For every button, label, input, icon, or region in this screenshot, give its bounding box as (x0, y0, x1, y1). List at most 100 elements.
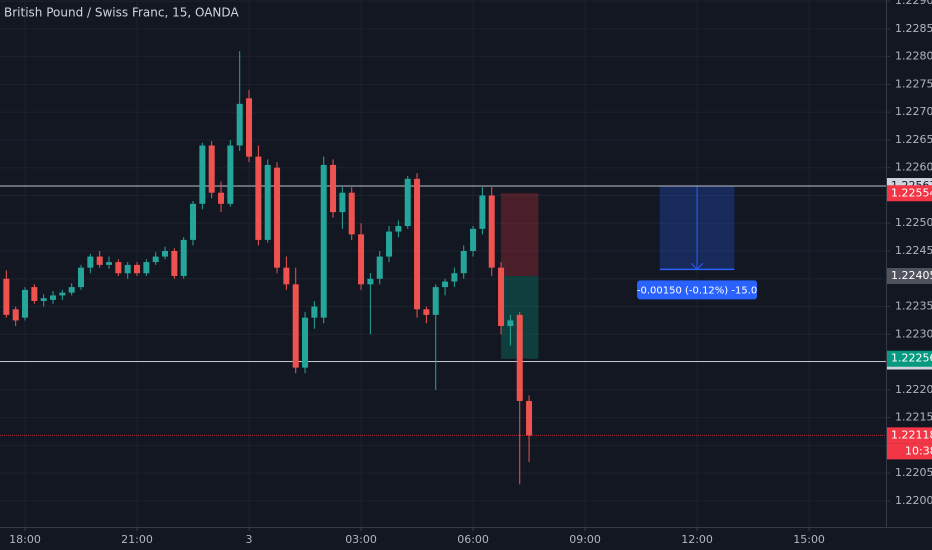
price-tag (887, 267, 932, 284)
candle-body (470, 228, 477, 252)
candle-body (479, 195, 486, 229)
candle-body (292, 284, 299, 368)
candle-body (488, 195, 495, 268)
candle-body (180, 239, 187, 276)
price-tag (887, 185, 932, 202)
candle-body (78, 267, 85, 288)
grid (0, 0, 886, 527)
y-tick-label: 1.22900 (895, 0, 932, 7)
candle-body (311, 306, 318, 318)
y-tick-label: 1.22300 (895, 327, 932, 340)
candle-body (115, 262, 122, 274)
candle-body (339, 192, 346, 213)
position-stop-zone (501, 193, 539, 276)
candle-body (40, 298, 47, 301)
candle-body (264, 164, 271, 240)
candle-body (3, 278, 10, 315)
candle-body (507, 320, 514, 326)
candle-body (106, 262, 113, 265)
price-tag-label: 1.22256 (891, 352, 932, 365)
candle-body (190, 203, 197, 240)
candle-body (171, 251, 178, 276)
candle-body (274, 167, 281, 268)
candle-body (236, 103, 243, 146)
candle-body (367, 278, 374, 285)
candle-body (330, 164, 337, 213)
candle-body (404, 178, 411, 227)
candle-body (134, 264, 141, 274)
candle-body (348, 192, 355, 235)
candle-body (31, 287, 38, 301)
price-tag-label: 1.22118 (891, 428, 932, 441)
candle-body (498, 267, 505, 326)
measure-label: -0.00150 (-0.12%) -15.0 (637, 285, 757, 296)
candle-body (22, 289, 29, 318)
y-tick-label: 1.22750 (895, 77, 932, 90)
y-tick-label: 1.22500 (895, 216, 932, 229)
candle-body (255, 156, 262, 240)
x-tick-label: 12:00 (681, 533, 713, 546)
candle-body (302, 317, 309, 368)
candle-body (143, 262, 150, 274)
x-tick-label: 09:00 (569, 533, 601, 546)
candle-body (208, 145, 215, 193)
candle-body (526, 400, 533, 436)
candle-body (50, 295, 57, 300)
y-tick-label: 1.22200 (895, 383, 932, 396)
candle-body (59, 292, 66, 296)
x-tick-label: 18:00 (9, 533, 41, 546)
candle-body (442, 281, 449, 288)
y-tick-label: 1.22650 (895, 133, 932, 146)
y-tick-label: 1.22050 (895, 466, 932, 479)
candle-body (87, 256, 94, 268)
candle-body (358, 234, 365, 285)
y-tick-label: 1.22000 (895, 494, 932, 507)
y-tick-label: 1.22700 (895, 105, 932, 118)
y-tick-label: 1.22350 (895, 300, 932, 313)
candle-body (227, 145, 234, 204)
candle-body (320, 164, 327, 318)
candle-body (199, 145, 206, 204)
y-tick-label: 1.22850 (895, 22, 932, 35)
chart-title: British Pound / Swiss Franc, 15, OANDA (4, 6, 239, 20)
candle-body (162, 251, 169, 257)
candle-body (516, 314, 523, 401)
candle-body (451, 273, 458, 282)
candle-body (124, 264, 131, 274)
candle-body (460, 251, 467, 274)
y-tick-label: 1.22450 (895, 244, 932, 257)
x-tick-label: 3 (246, 533, 253, 546)
measure-label-box (637, 280, 758, 300)
candle-body (12, 309, 19, 321)
candle-body (96, 256, 103, 265)
price-tag (887, 350, 932, 367)
countdown-box (887, 443, 932, 460)
candle-body (376, 256, 383, 279)
axes: 1.220001.220501.221001.221501.222001.222… (9, 0, 932, 546)
plot: -0.00150 (-0.12%) -15.0 (0, 51, 886, 485)
candle-body (283, 267, 290, 285)
y-tick-label: 1.22800 (895, 50, 932, 63)
candle-body (68, 287, 75, 293)
price-tag (887, 427, 932, 444)
candle-body (386, 231, 393, 257)
y-tick-label: 1.22150 (895, 411, 932, 424)
candle-body (246, 98, 253, 157)
candle-body (152, 256, 159, 263)
candle-body (395, 226, 402, 232)
price-tag-label: 1.22554 (891, 186, 932, 199)
price-tag-label: 1.22405 (891, 269, 932, 282)
candle-body (218, 192, 225, 204)
candle-body (414, 178, 421, 310)
x-tick-label: 03:00 (345, 533, 377, 546)
x-tick-label: 21:00 (121, 533, 153, 546)
x-tick-label: 06:00 (457, 533, 489, 546)
candle-body (423, 309, 430, 315)
y-tick-label: 1.22600 (895, 161, 932, 174)
x-tick-label: 15:00 (793, 533, 825, 546)
countdown: 10:38 (905, 444, 932, 457)
candle-body (432, 287, 439, 315)
measure-arrowhead (690, 262, 704, 271)
